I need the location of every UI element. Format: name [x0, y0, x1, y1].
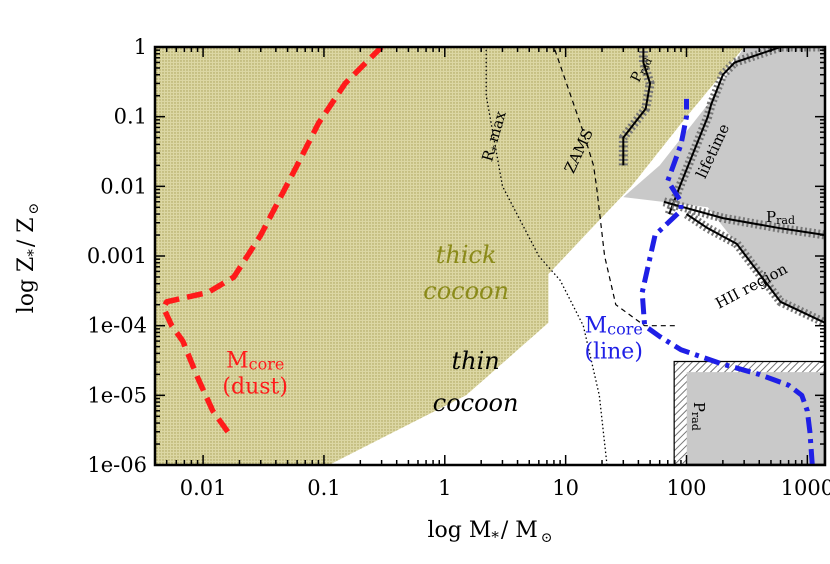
x-axis-title-sub: *	[491, 528, 499, 546]
x-axis-title: log M*/ M ⊙	[427, 518, 552, 546]
y-tick-label: 1e-04	[87, 314, 147, 338]
annotation-text: thick	[436, 241, 497, 269]
y-tick-label: 0.1	[114, 105, 147, 129]
annotation-3: cocoon	[433, 389, 519, 417]
annotation-line2: (line)	[584, 339, 642, 364]
annotation-12: Prad	[689, 402, 708, 431]
series-line-mcore-dust	[160, 47, 384, 434]
x-axis-title-mid: / M	[501, 518, 538, 543]
annotation-main: cocoon	[423, 277, 509, 305]
x-tick-label: 0.1	[307, 476, 340, 500]
annotation-sub: core	[607, 319, 643, 338]
annotation-sub: rad	[689, 412, 702, 431]
annotation-text: cocoon	[423, 277, 509, 305]
annotation-6: R*max	[478, 109, 513, 165]
annotation-main: M	[585, 313, 608, 338]
annotation-5: Mcore(line)	[584, 313, 642, 364]
y-tick-label: 1e-05	[87, 383, 147, 407]
annotation-text: thin	[451, 347, 499, 375]
x-tick-label: 1	[438, 476, 451, 500]
x-tick-label: 100	[666, 476, 706, 500]
y-axis-title-sub: *	[24, 249, 42, 257]
x-axis-title-main: log M	[427, 518, 491, 543]
series-line-hii-region	[685, 213, 825, 324]
series-line-prad-middle	[663, 200, 825, 236]
y-tick-label: 1	[134, 35, 147, 59]
annotation-2: thin	[451, 347, 499, 375]
y-axis-title-mid: / Z	[14, 217, 39, 247]
x-axis-title-sun: ⊙	[541, 530, 553, 546]
y-axis-title-main: log Z	[14, 257, 39, 314]
series-line-lifetime	[668, 47, 825, 215]
annotation-4: Mcore(dust)	[222, 349, 288, 400]
series-line-zams	[553, 47, 675, 327]
annotation-main: cocoon	[433, 389, 519, 417]
annotation-0: thick	[436, 241, 497, 269]
series-line-r-max	[485, 47, 608, 465]
series-line-mcore-line	[639, 98, 815, 465]
annotation-text: Prad	[689, 402, 708, 431]
x-tick-label: 10	[552, 476, 579, 500]
annotation-sub: core	[249, 355, 285, 374]
annotation-text: R*max	[478, 109, 513, 165]
y-axis-title: log Z* / Z ⊙	[14, 203, 42, 314]
annotation-text: Mcore	[226, 349, 284, 374]
annotation-sub: *	[489, 144, 503, 153]
annotation-1: cocoon	[423, 277, 509, 305]
annotation-main: P	[690, 402, 708, 412]
y-tick-label: 1e-06	[87, 453, 147, 477]
annotation-text: Prad	[766, 208, 795, 227]
annotation-sub: rad	[776, 214, 795, 227]
y-tick-label: 0.01	[100, 174, 147, 198]
excluded-region-upper-right	[623, 47, 825, 323]
annotation-text: cocoon	[433, 389, 519, 417]
x-tick-label: 0.01	[180, 476, 227, 500]
annotation-text: Mcore	[585, 313, 643, 338]
y-axis-title-sun: ⊙	[26, 203, 42, 215]
annotation-main: thick	[436, 241, 497, 269]
annotation-line2: (dust)	[222, 375, 288, 400]
annotation-10: Prad	[766, 208, 795, 227]
annotation-main: M	[226, 349, 249, 374]
annotation-main: thin	[451, 347, 499, 375]
x-tick-label: 1000	[781, 476, 830, 500]
annotation-main: P	[766, 208, 776, 226]
series-line-prad-upper	[622, 47, 652, 166]
y-tick-label: 0.001	[87, 244, 147, 268]
